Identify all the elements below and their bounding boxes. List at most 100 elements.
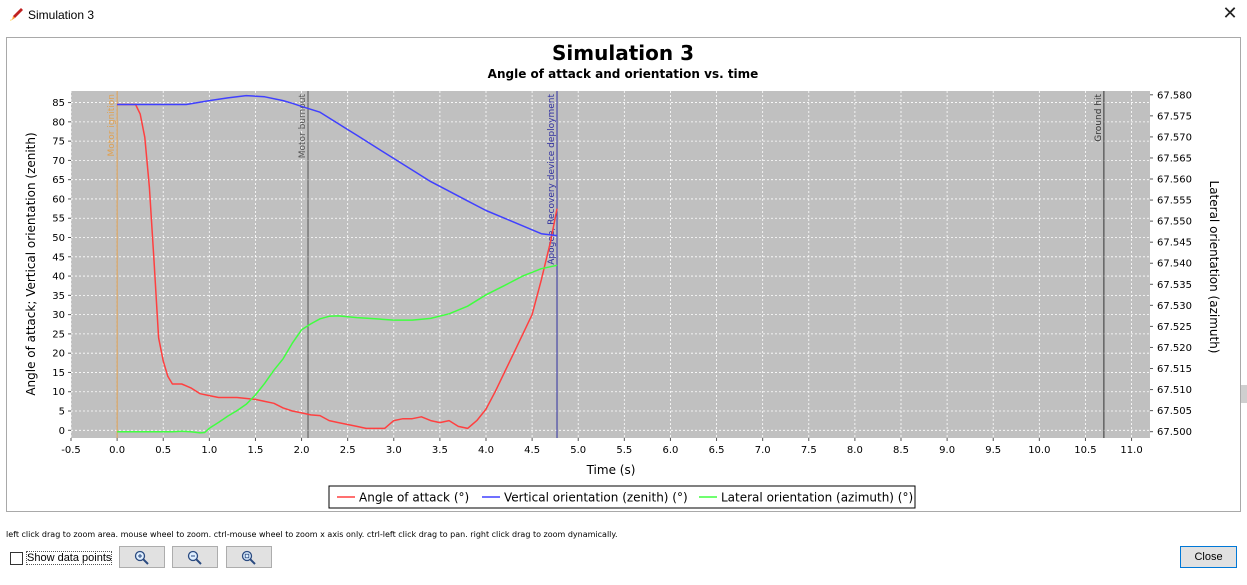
rocket-icon — [10, 8, 23, 21]
y-tick-label: 10 — [52, 387, 65, 398]
x-tick-label: 8.0 — [847, 445, 863, 456]
y-axis-label: Angle of attack; Vertical orientation (z… — [24, 132, 38, 395]
x-tick-label: 4.5 — [524, 445, 540, 456]
y-axis-ticks: 0 5 10 15 20 25 30 35 40 45 50 55 60 65 70 75 80 85 — [52, 98, 71, 437]
event-markers: Motor ignition Motor burnout Apogee, Recov… — [107, 91, 1105, 438]
y2-tick-label: 67.505 — [1157, 406, 1192, 417]
y2-tick-label: 67.570 — [1157, 132, 1192, 143]
y2-tick-label: 67.535 — [1157, 280, 1192, 291]
y-tick-label: 55 — [52, 214, 65, 225]
x-tick-label: 5.5 — [616, 445, 632, 456]
series-lines — [117, 94, 558, 434]
event-label: Motor ignition — [107, 94, 117, 157]
title-bar: Simulation 3 ✕ — [0, 0, 1247, 30]
y-tick-label: 40 — [52, 272, 65, 283]
chart-title: Simulation 3 — [552, 41, 694, 65]
chart-panel: Simulation 3 Angle of attack and orienta… — [6, 37, 1241, 512]
chart[interactable]: Simulation 3 Angle of attack and orienta… — [7, 38, 1240, 511]
footer-controls: Show data points Close — [0, 545, 1247, 571]
zoom-in-icon — [134, 550, 149, 565]
close-button[interactable]: Close — [1180, 546, 1237, 568]
y2-tick-label: 67.555 — [1157, 196, 1192, 207]
y2-tick-label: 67.525 — [1157, 322, 1192, 333]
series-line — [117, 94, 558, 237]
series-line — [117, 264, 558, 434]
y2-tick-label: 67.565 — [1157, 153, 1192, 164]
y-tick-label: 35 — [52, 291, 65, 302]
y-tick-label: 85 — [52, 98, 65, 109]
x-tick-label: 0.0 — [109, 445, 125, 456]
x-tick-label: 6.5 — [709, 445, 725, 456]
legend-entry: Vertical orientation (zenith) (°) — [504, 491, 688, 505]
x-tick-label: -0.5 — [61, 445, 81, 456]
window-title: Simulation 3 — [28, 8, 95, 22]
x-tick-label: 7.0 — [755, 445, 771, 456]
y2-axis-label: Lateral orientation (azimuth) — [1207, 181, 1221, 354]
event-label: Ground hit — [1094, 94, 1104, 142]
x-axis-ticks: -0.5 0.0 0.5 1.0 1.5 2.0 2.5 3.0 3.5 4.0 4.5 5.0 5.5… — [61, 438, 1143, 456]
chart-subtitle: Angle of attack and orientation vs. time — [488, 67, 759, 81]
y-tick-label: 65 — [52, 175, 65, 186]
x-tick-label: 2.5 — [340, 445, 356, 456]
x-tick-label: 8.5 — [893, 445, 909, 456]
x-tick-label: 2.0 — [294, 445, 310, 456]
zoom-out-button[interactable] — [172, 546, 218, 568]
event-label: Motor burnout — [298, 94, 308, 159]
x-tick-label: 1.5 — [247, 445, 263, 456]
y-tick-label: 5 — [59, 407, 65, 418]
legend-entry: Lateral orientation (azimuth) (°) — [721, 491, 913, 505]
y2-tick-label: 67.560 — [1157, 175, 1192, 186]
x-tick-label: 10.5 — [1074, 445, 1096, 456]
y2-tick-label: 67.575 — [1157, 111, 1192, 122]
x-tick-label: 10.0 — [1028, 445, 1050, 456]
y-tick-label: 15 — [52, 368, 65, 379]
x-tick-label: 11.0 — [1120, 445, 1142, 456]
x-tick-label: 9.0 — [939, 445, 955, 456]
y-tick-label: 30 — [52, 310, 65, 321]
y-tick-label: 0 — [59, 426, 65, 437]
hint-text: left click drag to zoom area. mouse whee… — [6, 530, 618, 539]
show-data-points-toggle[interactable]: Show data points — [10, 550, 113, 566]
x-tick-label: 3.5 — [432, 445, 448, 456]
y-tick-label: 75 — [52, 137, 65, 148]
grid-lines — [70, 91, 1150, 438]
event-label: Apogee, Recovery device deployment — [547, 94, 557, 265]
show-data-points-checkbox[interactable] — [10, 551, 23, 565]
legend-entry: Angle of attack (°) — [359, 491, 469, 505]
x-tick-label: 1.0 — [201, 445, 217, 456]
x-tick-label: 4.0 — [478, 445, 494, 456]
y-tick-label: 80 — [52, 117, 65, 128]
y2-tick-label: 67.545 — [1157, 238, 1192, 249]
zoom-in-button[interactable] — [119, 546, 165, 568]
x-tick-label: 5.0 — [570, 445, 586, 456]
x-tick-label: 9.5 — [985, 445, 1001, 456]
series-line — [117, 103, 558, 430]
x-tick-label: 3.0 — [386, 445, 402, 456]
y-tick-label: 25 — [52, 329, 65, 340]
y-tick-label: 20 — [52, 349, 65, 360]
plot-area — [71, 91, 1150, 438]
legend-box — [328, 485, 916, 509]
show-data-points-label: Show data points — [25, 551, 113, 565]
y-tick-label: 60 — [52, 194, 65, 205]
y2-tick-label: 67.515 — [1157, 364, 1192, 375]
y-tick-label: 50 — [52, 233, 65, 244]
y2-axis-ticks: 67.500 67.505 67.510 67.515 67.520 67.525 67.5… — [1150, 90, 1192, 438]
y2-tick-label: 67.540 — [1157, 259, 1192, 270]
x-axis-label: Time (s) — [586, 463, 636, 477]
y2-tick-label: 67.500 — [1157, 427, 1192, 438]
zoom-reset-button[interactable] — [226, 546, 272, 568]
y2-tick-label: 67.520 — [1157, 343, 1192, 354]
x-tick-label: 7.5 — [801, 445, 817, 456]
y-tick-label: 70 — [52, 156, 65, 167]
zoom-reset-icon — [241, 550, 256, 565]
close-window-icon[interactable]: ✕ — [1222, 3, 1238, 24]
x-tick-label: 0.5 — [155, 445, 171, 456]
y2-tick-label: 67.550 — [1157, 217, 1192, 228]
scrollbar-thumb[interactable] — [1241, 385, 1247, 403]
y2-tick-label: 67.510 — [1157, 385, 1192, 396]
y-tick-label: 45 — [52, 252, 65, 263]
y2-tick-label: 67.580 — [1157, 90, 1192, 101]
x-tick-label: 6.0 — [662, 445, 678, 456]
legend: Angle of attack (°) Vertical orientation … — [328, 485, 916, 509]
